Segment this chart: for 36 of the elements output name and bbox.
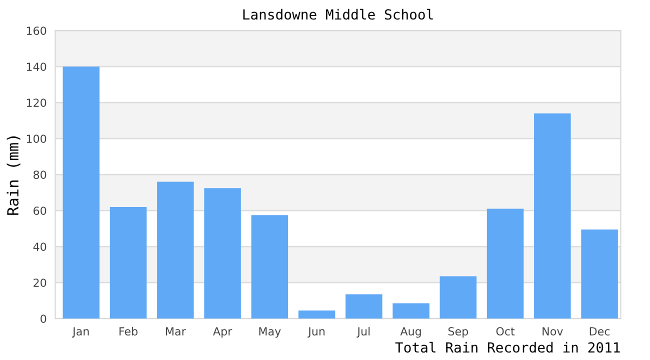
y-tick-label: 0: [40, 314, 46, 323]
x-tick-label: Jan: [72, 327, 89, 338]
x-tick-label: Nov: [542, 327, 563, 336]
y-tick-label: 140: [26, 62, 46, 71]
x-tick-label: May: [259, 327, 281, 338]
x-tick-label: Dec: [590, 327, 610, 336]
bar: [62, 66, 100, 319]
y-tick-label: 40: [33, 242, 46, 251]
y-tick-label: 80: [34, 170, 46, 179]
y-tick-label: 20: [34, 278, 46, 287]
x-tick-label: Oct: [496, 327, 515, 336]
y-tick-label: 100: [26, 134, 46, 143]
chart-title: Lansdowne Middle School: [243, 8, 433, 20]
x-axis-title: Total Rain Recorded in 2011: [395, 342, 620, 353]
x-tick-label: Jun: [308, 327, 325, 338]
x-tick-label: Feb: [120, 326, 138, 336]
x-tick-label: Mar: [166, 327, 186, 336]
y-axis-title: Rain (mm): [6, 136, 20, 215]
bar: [251, 215, 288, 319]
y-tick-label: 160: [26, 26, 46, 35]
y-tick-label: 60: [34, 206, 46, 215]
bar: [486, 208, 524, 319]
x-tick-label: Aug: [400, 327, 421, 338]
bar: [534, 113, 571, 319]
bar: [581, 230, 618, 319]
x-tick-label: Sep: [448, 327, 468, 338]
bar: [157, 182, 194, 319]
bar: [204, 188, 241, 319]
bar: [440, 276, 477, 319]
x-tick-label: Jul: [356, 326, 370, 338]
bar: [346, 294, 382, 319]
bar: [392, 303, 430, 319]
x-tick-label: Apr: [213, 327, 232, 338]
bar: [298, 310, 336, 319]
y-tick-label: 120: [26, 98, 46, 107]
bar: [110, 207, 147, 319]
